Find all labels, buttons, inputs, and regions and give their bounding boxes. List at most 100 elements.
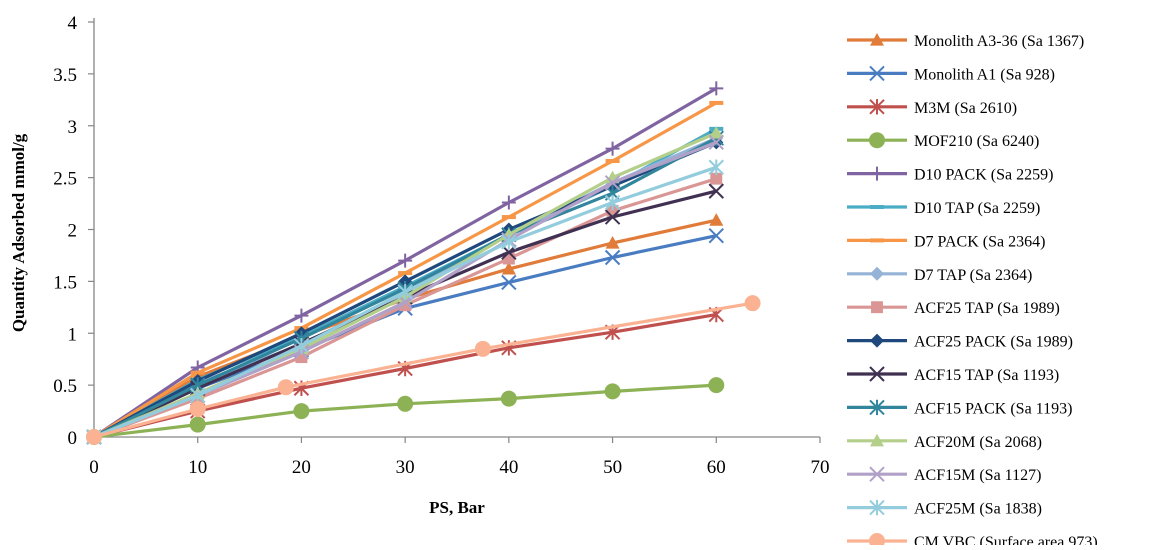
axes: 00.511.522.533.540 10 20 30 40 50 60 70 <box>53 13 829 478</box>
x-tick-label: 70 <box>811 457 830 478</box>
series-lines <box>86 81 761 445</box>
legend-entry-4: MOF210 (Sa 6240) <box>847 132 1039 150</box>
data-point <box>501 274 517 291</box>
data-point <box>604 194 621 211</box>
data-point <box>708 377 725 394</box>
legend-swatch-marker <box>870 333 884 348</box>
data-point <box>605 159 620 164</box>
x-tick-label: 60 <box>707 457 726 478</box>
data-point <box>86 429 102 445</box>
x-tick-label: 30 <box>396 457 415 478</box>
legend-swatch-marker <box>870 166 884 181</box>
data-point <box>501 215 516 220</box>
legend-label: ACF25M (Sa 1838) <box>914 501 1042 518</box>
data-point <box>606 204 619 217</box>
legend-entry-10: ACF25 PACK (Sa 1989) <box>847 333 1073 351</box>
x-tick-label: 10 <box>188 457 207 478</box>
legend-swatch-marker <box>870 238 884 243</box>
data-point <box>708 134 724 151</box>
legend-entry-6: D10 TAP (Sa 2259) <box>847 200 1040 217</box>
data-point <box>189 400 206 417</box>
legend-entry-1: Monolith A3-36 (Sa 1367) <box>847 33 1084 50</box>
legend-swatch-marker <box>869 499 885 516</box>
legend-entry-14: ACF15M (Sa 1127) <box>847 466 1041 484</box>
legend-label: ACF25 TAP (Sa 1989) <box>914 300 1060 317</box>
data-point <box>277 379 294 396</box>
data-point <box>709 213 724 226</box>
x-tick-label: 40 <box>499 457 518 478</box>
y-tick-label: 1.5 <box>53 272 77 293</box>
data-point <box>604 249 621 266</box>
series-15 <box>86 159 724 445</box>
data-point <box>295 351 308 364</box>
data-point <box>501 261 516 275</box>
legend-swatch-marker <box>870 205 884 209</box>
y-tick-label: 1 <box>68 324 78 345</box>
series-16 <box>86 295 761 445</box>
y-tick-label: 2.5 <box>53 169 77 190</box>
data-point <box>708 228 724 244</box>
data-point <box>604 175 621 191</box>
data-point <box>709 100 724 105</box>
legend-label: CM VBC (Surface area 973) <box>914 534 1098 545</box>
legend-label: ACF25 PACK (Sa 1989) <box>914 334 1073 351</box>
legend-entry-9: ACF25 TAP (Sa 1989) <box>847 300 1060 317</box>
y-axis-title: Quantity Adsorbed mmol/g <box>9 133 28 332</box>
legend-entry-15: ACF25M (Sa 1838) <box>847 499 1042 518</box>
legend-label: D10 TAP (Sa 2259) <box>914 200 1040 217</box>
legend-label: M3M (Sa 2610) <box>914 100 1017 117</box>
data-point <box>398 253 413 268</box>
data-point <box>605 235 620 249</box>
data-point <box>474 340 491 357</box>
y-tick-label: 4 <box>68 13 78 34</box>
legend-entry-2: Monolith A1 (Sa 928) <box>847 65 1055 83</box>
legend-swatch-marker <box>869 99 885 115</box>
data-point <box>293 337 310 354</box>
legend-label: ACF15 TAP (Sa 1193) <box>914 367 1059 384</box>
data-point <box>744 295 761 312</box>
legend-swatch-marker <box>870 33 884 46</box>
legend-entry-11: ACF15 TAP (Sa 1193) <box>847 366 1059 384</box>
y-tick-label: 0 <box>68 428 78 449</box>
legend-entry-5: D10 PACK (Sa 2259) <box>847 166 1053 184</box>
data-point <box>709 126 724 139</box>
data-point <box>189 416 206 433</box>
data-point <box>190 370 205 375</box>
legend-swatch-marker <box>871 301 883 314</box>
data-point <box>501 195 516 210</box>
legend-label: D7 TAP (Sa 2364) <box>914 267 1032 284</box>
data-point <box>397 284 413 300</box>
series-4 <box>86 377 725 445</box>
data-point <box>710 172 723 185</box>
x-tick-label: 50 <box>603 457 622 478</box>
y-tick-label: 3 <box>68 117 78 138</box>
legend-label: ACF15 PACK (Sa 1193) <box>914 400 1072 417</box>
x-tick-label: 20 <box>292 457 311 478</box>
legend-entry-3: M3M (Sa 2610) <box>847 99 1017 117</box>
legend-label: D10 PACK (Sa 2259) <box>914 167 1053 184</box>
data-point <box>397 395 414 412</box>
legend-label: ACF20M (Sa 2068) <box>914 434 1042 451</box>
series-3 <box>86 306 724 445</box>
data-point <box>294 308 309 323</box>
data-point <box>399 299 412 312</box>
legend-swatch-marker <box>869 65 885 82</box>
legend-entry-7: D7 PACK (Sa 2364) <box>847 233 1045 250</box>
legend-label: Monolith A1 (Sa 928) <box>914 66 1055 83</box>
legend-entry-16: CM VBC (Surface area 973) <box>847 533 1098 550</box>
legend-entry-12: ACF15 PACK (Sa 1193) <box>847 399 1072 417</box>
data-point <box>709 81 724 96</box>
legend: Monolith A3-36 (Sa 1367) Monolith A1 (Sa … <box>847 33 1098 550</box>
legend-swatch-marker <box>870 433 884 447</box>
data-point <box>190 387 206 404</box>
data-point <box>605 141 620 156</box>
data-point <box>604 209 621 225</box>
data-point <box>398 271 413 276</box>
legend-swatch-marker <box>870 266 884 281</box>
data-point <box>604 383 621 400</box>
y-tick-label: 2 <box>68 221 78 242</box>
y-tick-label: 0.5 <box>53 376 77 397</box>
legend-label: ACF15M (Sa 1127) <box>914 467 1041 484</box>
